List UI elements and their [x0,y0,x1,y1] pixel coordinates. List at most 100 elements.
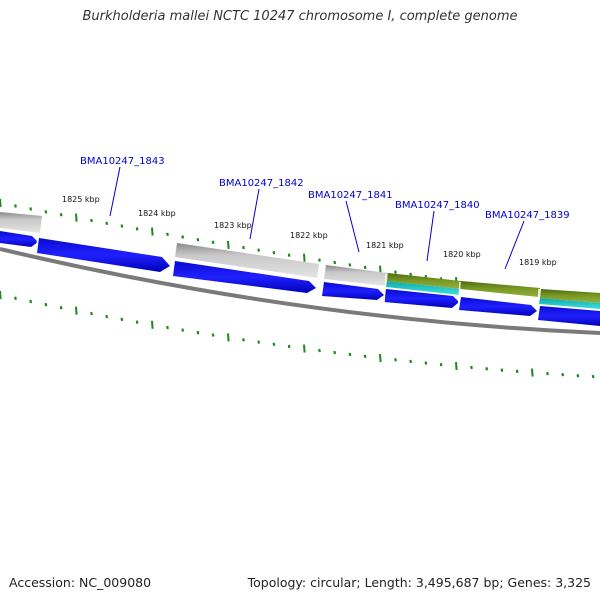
minor-tick [196,237,200,242]
major-tick [531,368,534,377]
minor-tick [196,330,200,335]
major-tick [303,253,306,262]
major-tick [303,344,306,353]
major-tick [227,333,230,342]
minor-tick [333,260,337,265]
tick-label-1820: 1820 kbp [443,250,481,259]
cds-arrow[interactable] [459,297,537,316]
minor-tick [120,317,124,322]
minor-tick [14,296,17,300]
minor-tick [90,311,93,316]
minor-tick [44,210,48,214]
minor-tick [135,227,139,231]
gene-label-1843[interactable]: BMA10247_1843 [80,156,165,167]
accession-text: Accession: NC_009080 [9,575,152,590]
major-tick [0,198,2,208]
minor-tick [500,368,504,372]
minor-tick [166,232,169,237]
minor-tick [257,248,261,252]
gray-feature[interactable] [0,212,42,233]
minor-tick [59,213,63,217]
olive-feature[interactable] [387,273,461,289]
minor-tick [29,207,33,211]
minor-tick [105,221,109,226]
minor-tick [363,354,367,359]
minor-tick [181,235,185,239]
minor-tick [135,320,139,324]
minor-tick [348,263,352,267]
minor-tick [272,250,276,255]
tick-label-1825: 1825 kbp [62,195,100,204]
minor-tick [242,245,245,250]
gray-feature[interactable] [324,265,388,286]
minor-tick [287,344,291,349]
tick-label-1821: 1821 kbp [366,241,404,250]
minor-tick [105,314,109,319]
cds-arrow[interactable] [173,261,316,293]
major-tick [151,320,154,329]
cds-arrow[interactable] [538,306,600,326]
feature-separators [35,235,540,322]
major-tick [0,290,2,300]
gene-label-1841[interactable]: BMA10247_1841 [308,190,393,201]
minor-tick [211,333,215,337]
page-title: Burkholderia mallei NCTC 10247 chromosom… [82,9,518,24]
cds-arrow[interactable] [322,282,384,300]
olive-feature[interactable] [540,289,600,303]
olive-feature[interactable] [460,281,540,297]
major-tick [75,213,78,222]
minor-tick [90,218,93,223]
tick-label-1819: 1819 kbp [519,258,557,267]
minor-tick [394,358,397,362]
cds-arrow[interactable] [37,238,170,272]
minor-tick [470,365,473,370]
major-tick [227,240,230,250]
chromosome-backbone [0,247,600,335]
tick-label-1824: 1824 kbp [138,209,176,218]
minor-tick [181,328,185,332]
minor-tick [242,338,245,342]
minor-tick [485,367,489,371]
cyan-feature[interactable] [539,298,600,309]
minor-tick [120,224,124,228]
tick-label-1823: 1823 kbp [214,221,252,230]
gene-labels: BMA10247_1843 BMA10247_1842 BMA10247_184… [80,156,570,221]
minor-tick [591,374,595,379]
minor-tick [424,361,428,365]
minor-tick [561,372,565,377]
minor-tick [29,299,33,304]
minor-tick [363,265,367,270]
genome-summary-text: Topology: circular; Length: 3,495,687 bp… [247,575,591,590]
cds-arrow[interactable] [384,289,459,308]
minor-tick [257,340,261,344]
minor-tick [394,270,397,274]
gray-feature[interactable] [175,243,319,278]
gene-label-1842[interactable]: BMA10247_1842 [219,178,304,189]
major-tick [379,354,382,363]
gene-label-1839[interactable]: BMA10247_1839 [485,210,570,221]
cds-arrow[interactable] [0,231,38,247]
major-tick [151,227,154,236]
major-tick [455,362,458,371]
minor-tick [318,348,321,353]
tick-label-1822: 1822 kbp [290,231,328,240]
minor-tick [287,253,291,257]
minor-tick [318,258,321,262]
minor-tick [439,362,443,367]
major-tick [75,306,78,315]
inner-tick-ring [0,290,595,379]
tick-labels: 1825 kbp 1824 kbp 1823 kbp 1822 kbp 1821… [62,195,557,267]
minor-tick [333,350,337,355]
minor-tick [14,204,17,208]
minor-tick [546,371,549,376]
minor-tick [166,325,169,330]
minor-tick [59,305,63,310]
gene-label-1840[interactable]: BMA10247_1840 [395,200,480,211]
minor-tick [409,272,413,277]
minor-tick [409,359,413,364]
cyan-feature[interactable] [386,281,460,295]
minor-tick [576,373,580,378]
minor-tick [272,342,276,347]
